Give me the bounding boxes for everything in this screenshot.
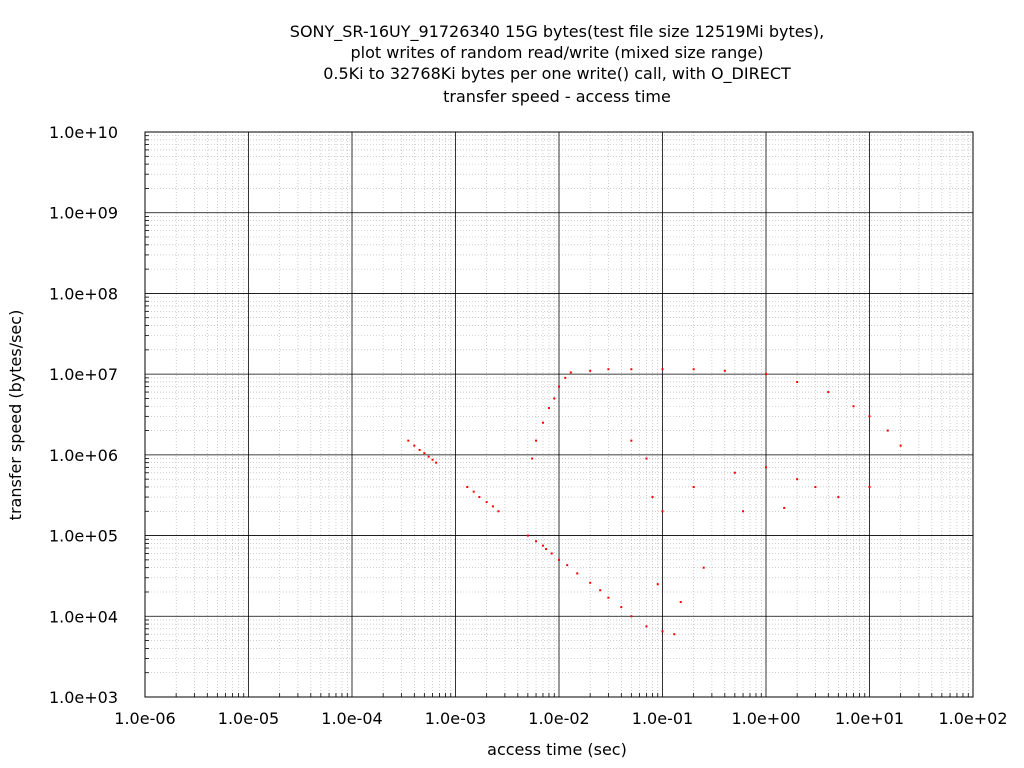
chart-title: SONY_SR-16UY_91726340 15G bytes(test fil… [290,22,824,106]
plot-frame [144,131,974,698]
scatter-point [547,407,550,410]
x-tick-label: 1.0e+01 [835,709,904,728]
scatter-point [661,510,664,513]
scatter-point [550,552,553,555]
scatter-point [630,368,633,371]
scatter-point [679,601,682,604]
scatter-point [531,457,534,460]
grid [144,131,974,698]
scatter-point [423,452,426,455]
scatter-point [656,583,659,586]
x-tick-label: 1.0e-03 [425,709,486,728]
scatter-point [466,485,469,488]
title-line-3: 0.5Ki to 32768Ki bytes per one write() c… [323,64,791,84]
scatter-point [645,457,648,460]
scatter-point [526,534,529,537]
scatter-point [427,455,430,458]
scatter-point [899,444,902,447]
scatter-point [661,630,664,633]
scatter-point [566,564,569,567]
y-tick-label: 1.0e+05 [49,527,118,546]
scatter-point [868,485,871,488]
scatter-point [497,510,500,513]
scatter-point [589,581,592,584]
x-tick-label: 1.0e+00 [731,709,800,728]
scatter-point [723,369,726,372]
scatter-point [733,471,736,474]
scatter-point [431,458,434,461]
scatter-point [852,405,855,408]
scatter-point [478,496,481,499]
x-tick-label: 1.0e-04 [321,709,382,728]
x-tick-label: 1.0e-05 [218,709,279,728]
scatter-point [692,368,695,371]
scatter-point [569,371,572,374]
y-axis-label: transfer speed (bytes/sec) [6,310,25,521]
y-tick-label: 1.0e+03 [49,688,118,707]
y-tick-label: 1.0e+10 [49,123,118,142]
scatter-point [541,421,544,424]
scatter-point [576,572,579,575]
scatter-points [407,368,902,636]
scatter-point [472,490,475,493]
x-axis-label: access time (sec) [487,740,627,759]
scatter-point [589,369,592,372]
x-tick-label: 1.0e-01 [632,709,693,728]
title-line-4: transfer speed - access time [443,87,671,106]
scatter-point [765,466,767,469]
scatter-point [558,385,560,388]
title-line-1: SONY_SR-16UY_91726340 15G bytes(test fil… [290,22,824,42]
scatter-point [702,566,705,569]
scatter-point [491,505,494,508]
scatter-point [630,615,633,618]
scatter-point [827,391,830,394]
x-tick-label: 1.0e-02 [528,709,589,728]
y-tick-label: 1.0e+07 [49,365,118,384]
y-tick-label: 1.0e+06 [49,446,118,465]
scatter-point [545,548,548,551]
scatter-point [553,397,556,400]
scatter-point [485,501,488,504]
x-tick-label: 1.0e+02 [938,709,1007,728]
scatter-point [435,461,438,464]
scatter-point [630,439,633,442]
scatter-point [413,444,416,447]
scatter-point [837,496,840,499]
scatter-point [535,540,538,543]
scatter-point [607,596,610,599]
y-tick-label: 1.0e+09 [49,204,118,223]
scatter-point [645,625,648,628]
scatter-point [886,429,889,432]
scatter-point [783,506,786,509]
y-tick-label: 1.0e+04 [49,607,118,626]
title-line-2: plot writes of random read/write (mixed … [351,43,764,62]
axis-ticks: 1.0e-06 1.0e-05 1.0e-04 1.0e-03 1.0e-02 1.0e-… [49,123,1008,728]
scatter-point [742,510,745,513]
scatter-point [796,478,799,481]
scatter-point [661,368,664,371]
scatter-point [620,606,623,609]
scatter-point [673,633,676,636]
scatter-point [814,485,817,488]
scatter-point [407,439,410,442]
scatter-point [541,544,544,547]
scatter-point [418,448,421,451]
x-tick-label: 1.0e-06 [114,709,175,728]
scatter-point [692,485,695,488]
scatter-point [558,558,560,561]
y-tick-label: 1.0e+08 [49,284,118,303]
scatter-point [535,439,538,442]
scatter-point [599,589,602,592]
scatter-point [607,368,610,371]
scatter-point [868,415,871,418]
scatter-point [651,496,654,499]
scatter-point [564,376,567,379]
scatter-point [765,373,767,376]
scatter-point [796,380,799,383]
